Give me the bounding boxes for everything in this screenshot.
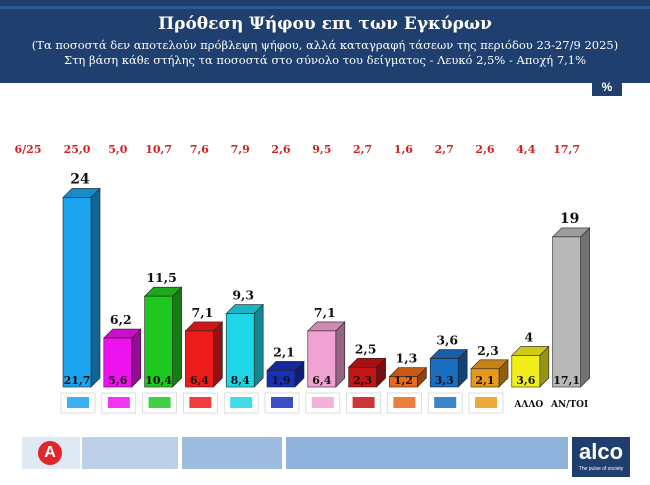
bar-value-label: 1,3 bbox=[396, 351, 418, 366]
party-logo-mark bbox=[434, 397, 457, 408]
comparison-value: 1,6 bbox=[394, 143, 413, 156]
bar-base-label: 6,4 bbox=[190, 374, 209, 387]
bar-value-label: 6,2 bbox=[110, 312, 132, 327]
comparison-value: 2,6 bbox=[271, 143, 290, 156]
alco-logo: alco bbox=[572, 437, 630, 477]
bar-value-label: 9,3 bbox=[232, 288, 254, 303]
comparison-value: 9,5 bbox=[312, 143, 331, 156]
comparison-value: 2,6 bbox=[475, 143, 494, 156]
bar-side bbox=[580, 227, 590, 388]
bar-base-label: 2,1 bbox=[475, 374, 494, 387]
bar bbox=[144, 295, 173, 388]
comparison-value: 7,9 bbox=[231, 143, 250, 156]
header-stripe bbox=[0, 6, 650, 9]
bar-base-label: 21,7 bbox=[64, 374, 91, 387]
comparison-value: 5,0 bbox=[108, 143, 127, 156]
bar-value-label: 24 bbox=[70, 171, 90, 187]
comparison-value: 17,7 bbox=[553, 143, 580, 156]
party-logo-mark bbox=[393, 397, 416, 408]
party-logo-mark bbox=[352, 397, 375, 408]
bar bbox=[225, 313, 255, 388]
bar-base-label: 10,4 bbox=[145, 374, 172, 387]
footer-block-4 bbox=[286, 437, 568, 469]
category-label: ΑΛΛΟ bbox=[513, 400, 543, 410]
chart-subtitle-2: Στη βάση κάθε στήλης τα ποσοστά στο σύνο… bbox=[63, 53, 587, 67]
bar bbox=[511, 355, 541, 388]
bar-side bbox=[335, 321, 346, 388]
category-label: ΑΝ/ΤΟΙ bbox=[550, 400, 588, 410]
bar-side bbox=[253, 303, 264, 388]
bar-base-label: 2,3 bbox=[353, 374, 372, 387]
bar-chart: 6/25 25,0 24 21,7 5,0 6,2 5,6 10,7 11,5 10,4 7,6 7,… bbox=[15, 143, 591, 414]
bar-value-label: 4 bbox=[524, 329, 533, 344]
bar-value-label: 19 bbox=[560, 211, 579, 227]
comparison-value: 2,7 bbox=[435, 143, 454, 156]
party-logo-mark bbox=[271, 397, 293, 408]
header-banner: Πρόθεση Ψήφου επι των Εγκύρων (Τα ποσοστ… bbox=[0, 0, 650, 83]
bar-value-label: 7,1 bbox=[192, 305, 214, 320]
bar bbox=[62, 197, 92, 388]
bar bbox=[470, 368, 500, 388]
bar-value-label: 7,1 bbox=[314, 305, 336, 320]
bar-base-label: 17,1 bbox=[553, 374, 580, 387]
comparison-value: 4,4 bbox=[516, 143, 535, 156]
bar-base-label: 3,3 bbox=[435, 374, 454, 387]
bar-value-label: 2,1 bbox=[273, 344, 295, 359]
party-logo-mark bbox=[107, 397, 130, 408]
bar bbox=[429, 358, 459, 388]
party-logo-mark bbox=[67, 397, 89, 408]
chart-subtitle-1: (Τα ποσοστά δεν αποτελούν πρόβλεψη ψήφου… bbox=[31, 38, 619, 52]
party-logo-mark bbox=[148, 397, 171, 408]
unit-badge: % bbox=[592, 78, 622, 96]
footer-block-3 bbox=[182, 437, 282, 469]
party-logo-mark bbox=[475, 397, 497, 408]
comparison-row-label: 6/25 bbox=[15, 143, 42, 156]
party-logo-mark bbox=[230, 397, 253, 408]
bar-base-label: 3,6 bbox=[516, 374, 535, 387]
bar bbox=[307, 330, 337, 388]
bar bbox=[389, 376, 418, 388]
alco-tagline: The pulse of society bbox=[578, 466, 624, 472]
bar bbox=[348, 366, 377, 388]
bar-side bbox=[131, 328, 142, 388]
bar-base-label: 5,6 bbox=[108, 374, 127, 387]
comparison-value: 7,6 bbox=[190, 143, 209, 156]
footer-bar bbox=[0, 437, 650, 469]
bar-value-label: 2,5 bbox=[355, 341, 377, 356]
chart-title: Πρόθεση Ψήφου επι των Εγκύρων bbox=[158, 14, 492, 34]
bar-side bbox=[90, 187, 101, 388]
bar-value-label: 3,6 bbox=[436, 333, 458, 348]
bar bbox=[266, 370, 296, 388]
party-logo-mark bbox=[189, 397, 212, 408]
comparison-value: 2,7 bbox=[353, 143, 372, 156]
footer-block-2 bbox=[82, 437, 178, 469]
bar-side bbox=[213, 321, 223, 388]
bar bbox=[103, 337, 133, 388]
bar bbox=[552, 236, 581, 388]
bar-base-label: 8,4 bbox=[231, 374, 250, 387]
bar-side bbox=[172, 286, 182, 388]
party-logo-mark bbox=[311, 397, 334, 408]
comparison-value: 10,7 bbox=[145, 143, 172, 156]
bar-base-label: 6,4 bbox=[312, 374, 331, 387]
alpha-logo: A bbox=[38, 441, 62, 465]
bar-value-label: 2,3 bbox=[477, 343, 499, 358]
bar-base-label: 1,2 bbox=[394, 374, 413, 387]
bar-base-label: 1,9 bbox=[271, 374, 290, 387]
bar-value-label: 11,5 bbox=[146, 270, 176, 285]
bar bbox=[185, 330, 214, 388]
comparison-value: 25,0 bbox=[64, 143, 91, 156]
